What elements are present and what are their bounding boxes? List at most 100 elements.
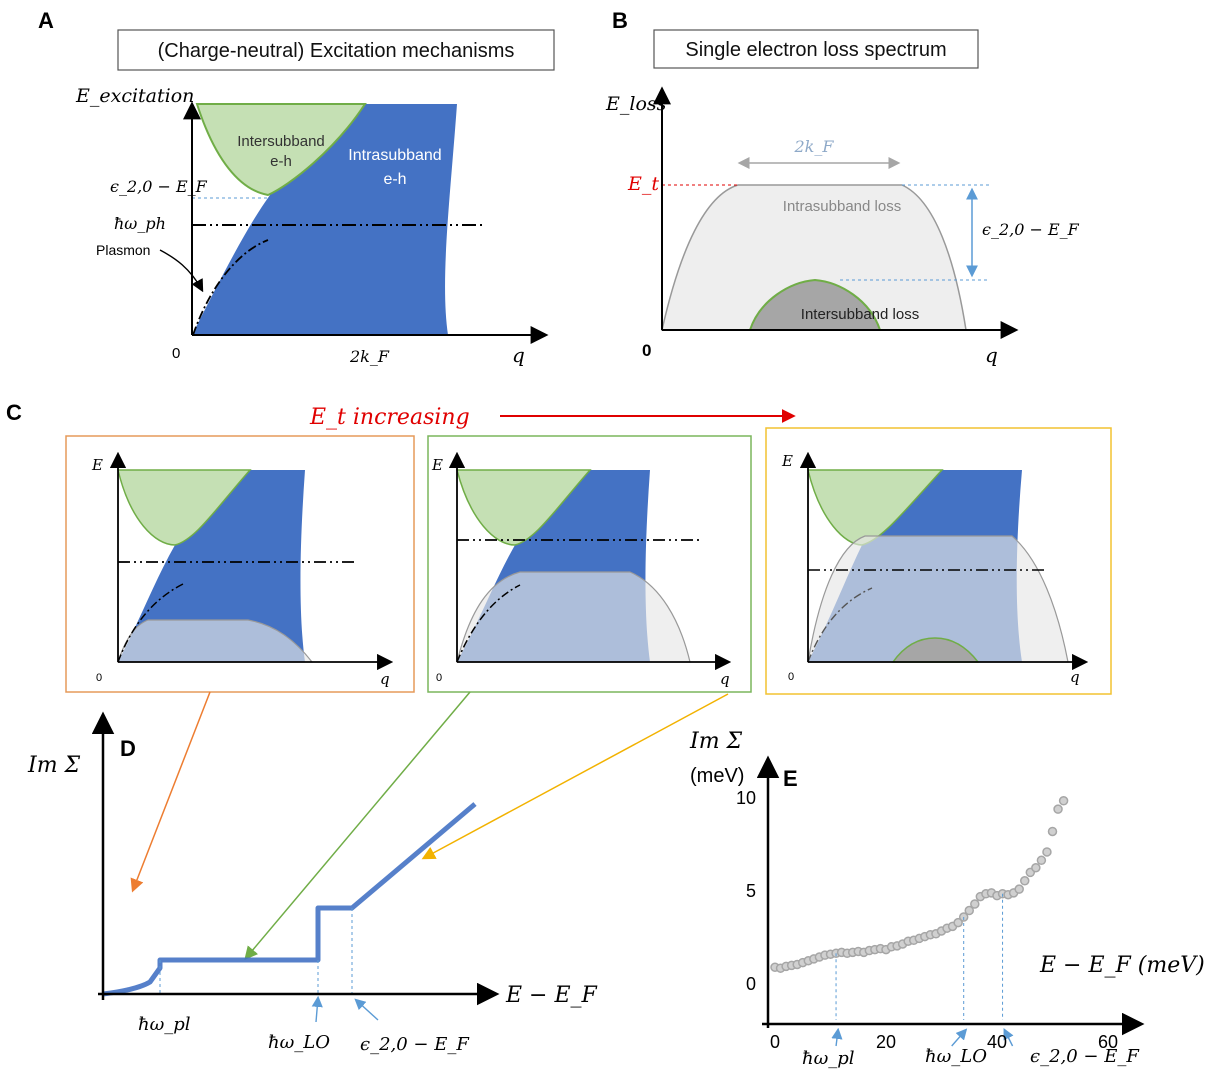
- e-data-point: [1042, 847, 1052, 857]
- panel-d-y-label: Im Σ: [27, 753, 81, 778]
- c1-y-label: E: [91, 456, 103, 474]
- c1-intersubband: [117, 469, 252, 546]
- c3-origin: 0: [788, 671, 794, 683]
- d-pointer-gap: [354, 998, 379, 1021]
- intrasubband-region: [192, 104, 457, 335]
- panel-e-x-label: E − E_F (meV): [1039, 953, 1205, 978]
- panel-a-x-label: q: [512, 343, 525, 367]
- panel-e: E Im Σ (meV) 0 20 40 60 0 5 10 E − E_F (meV) ħ…: [689, 729, 1205, 1069]
- intersubband-label-2: e-h: [270, 153, 292, 170]
- connector-c3-to-d: [421, 693, 729, 860]
- panel-b-letter: B: [612, 8, 628, 33]
- e-x-tick-label: 0: [770, 1032, 780, 1052]
- panel-a-origin: 0: [172, 345, 180, 362]
- c2-plasmon: [456, 584, 521, 663]
- panel-e-y-unit: (meV): [690, 765, 744, 787]
- panel-a-phonon-tick: ħω_ph: [114, 214, 166, 233]
- c2-x-label: q: [720, 670, 730, 688]
- e-data-point: [1036, 855, 1047, 866]
- c3-loss: [807, 535, 1069, 663]
- panel-d-marker-gap: ϵ_2,0 − E_F: [360, 1034, 470, 1055]
- c1-intrasubband: [118, 470, 305, 662]
- panel-b-title-box: [653, 29, 979, 69]
- panel-e-letter: E: [783, 766, 798, 791]
- e-data-point: [1031, 863, 1041, 873]
- intrasubband-loss-label: Intrasubband loss: [783, 198, 901, 215]
- panel-d-marker-lo: ħω_LO: [268, 1032, 330, 1053]
- panel-b-et-label: E_t: [627, 173, 659, 195]
- panel-d-x-label: E − E_F: [505, 983, 598, 1008]
- intrasubband-label-2: e-h: [383, 171, 406, 188]
- e-data-point: [1014, 884, 1024, 894]
- c2-intersubband: [456, 469, 592, 546]
- intersubband-loss-region: [748, 278, 882, 331]
- e-data-point: [1058, 796, 1069, 806]
- e-marker-pointer: [831, 1027, 843, 1047]
- panel-a-title-box: [117, 29, 555, 71]
- panel-e-marker-gap: ϵ_2,0 − E_F: [1030, 1046, 1140, 1067]
- panel-b-gap-label: ϵ_2,0 − E_F: [982, 220, 1080, 239]
- panel-b-origin: 0: [642, 341, 651, 360]
- panel-c2: E 0 q: [427, 435, 752, 693]
- c3-x-label: q: [1070, 668, 1080, 686]
- e-x-tick-label: 60: [1098, 1032, 1118, 1052]
- panel-a: A (Charge-neutral) Excitation mechanisms…: [38, 8, 555, 367]
- panel-e-marker-pl: ħω_pl: [802, 1048, 855, 1069]
- panel-c: C E_t increasing E 0 q E: [6, 400, 1112, 695]
- panel-b-width-label: 2k_F: [794, 137, 835, 156]
- connector-c2-to-d: [244, 691, 471, 961]
- c2-y-label: E: [431, 456, 443, 474]
- intrasubband-label-1: Intrasubband: [348, 147, 441, 164]
- panel-b-title: Single electron loss spectrum: [685, 39, 946, 61]
- e-data-point: [953, 917, 963, 928]
- c1-x-label: q: [380, 670, 390, 688]
- e-tick-labels: 0 20 40 60 0 5 10: [736, 788, 1118, 1052]
- plasmon-pointer: [159, 249, 204, 293]
- e-marker-pointer: [1003, 1027, 1014, 1047]
- panel-a-gap-tick: ϵ_2,0 − E_F: [110, 177, 208, 196]
- connector-c1-to-d: [130, 691, 211, 893]
- c2-origin: 0: [436, 672, 442, 684]
- panel-c1: E 0 q: [65, 435, 415, 693]
- panel-c-letter: C: [6, 400, 22, 425]
- intersubband-loss-label: Intersubband loss: [801, 306, 919, 323]
- c3-intersubband-loss: [891, 637, 980, 663]
- e-data-point: [1020, 876, 1030, 886]
- e-x-tick-label: 20: [876, 1032, 896, 1052]
- c1-origin: 0: [96, 672, 102, 684]
- panel-b-x-label: q: [985, 343, 998, 367]
- panel-a-2kf: 2k_F: [349, 347, 390, 366]
- plasmon-label: Plasmon: [96, 242, 150, 258]
- e-data-point: [970, 899, 980, 909]
- c3-y-label: E: [781, 452, 793, 470]
- e-marker-guides: [831, 893, 1014, 1047]
- e-data-point: [1047, 826, 1058, 837]
- panel-a-y-label: E_excitation: [75, 85, 194, 107]
- panel-d-marker-pl: ħω_pl: [138, 1014, 191, 1035]
- c2-loss: [456, 571, 691, 663]
- panel-d: D Im Σ E − E_F ħω_pl ħω_LO ϵ_2,0 − E_F: [27, 711, 598, 1055]
- e-x-tick-label: 40: [987, 1032, 1007, 1052]
- panel-a-letter: A: [38, 8, 54, 33]
- intersubband-region: [195, 103, 367, 197]
- d-pointer-lo: [311, 995, 323, 1023]
- intersubband-label-1: Intersubband: [237, 133, 325, 150]
- panel-b-y-label: E_loss: [605, 93, 667, 115]
- plasmon-curve: [192, 239, 269, 336]
- e-scatter-points: [770, 796, 1069, 973]
- panel-e-y-label: Im Σ: [689, 729, 743, 754]
- panel-b: B Single electron loss spectrum Intrasub…: [605, 8, 1080, 367]
- e-y-tick-label: 10: [736, 788, 756, 808]
- e-y-tick-label: 5: [746, 881, 756, 901]
- panel-c3: E 0 q: [765, 427, 1112, 695]
- e-y-tick-label: 0: [746, 974, 756, 994]
- c3-plasmon: [807, 587, 873, 663]
- panel-e-marker-lo: ħω_LO: [925, 1046, 987, 1067]
- panel-a-title: (Charge-neutral) Excitation mechanisms: [158, 40, 515, 62]
- e-marker-pointer: [951, 1028, 968, 1047]
- e-data-point: [1053, 804, 1063, 814]
- panel-d-letter: D: [120, 736, 136, 761]
- e-data-point: [964, 905, 974, 916]
- d-step-curve: [102, 802, 477, 997]
